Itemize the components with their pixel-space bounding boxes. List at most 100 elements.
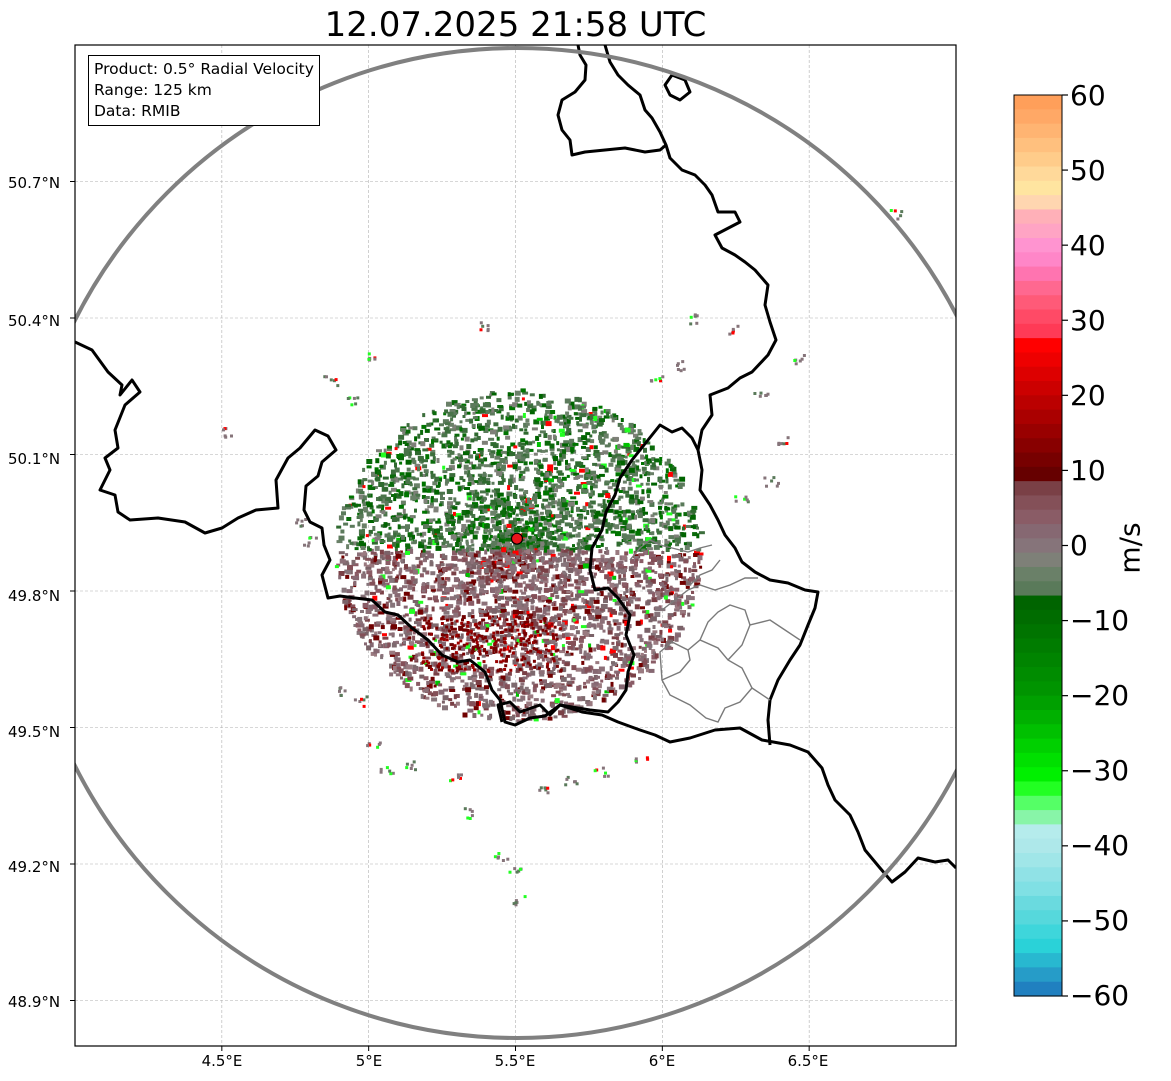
- colorbar-segment: [1014, 109, 1062, 125]
- border-belgium-france-north: [75, 340, 956, 884]
- colorbar-segment: [1014, 452, 1062, 468]
- lat-tick-label: 49.8°N: [8, 587, 61, 605]
- colorbar-segment: [1014, 238, 1062, 253]
- region-borders: [629, 539, 801, 723]
- colorbar-segment: [1014, 924, 1062, 940]
- colorbar-segment: [1014, 981, 1062, 997]
- colorbar-segment: [1014, 137, 1062, 153]
- colorbar-segment: [1014, 438, 1062, 454]
- lat-tick-label: 48.9°N: [8, 993, 61, 1011]
- colorbar-segment: [1014, 552, 1062, 568]
- colorbar-segment: [1014, 481, 1062, 497]
- colorbar-tick-label: −60: [1070, 979, 1130, 1012]
- colorbar-segment: [1014, 767, 1062, 783]
- range-label: Range: 125 km: [94, 81, 212, 99]
- colorbar-segment: [1014, 223, 1062, 239]
- colorbar-segment: [1014, 910, 1062, 926]
- colorbar-tick-label: −50: [1070, 904, 1130, 937]
- colorbar-segment: [1014, 209, 1062, 225]
- lat-tick-label: 49.2°N: [8, 858, 61, 876]
- gridlines: [70, 45, 956, 1051]
- border-belgium-luxembourg-germany: [559, 423, 820, 746]
- colorbar-segment: [1014, 309, 1062, 325]
- lat-tick-label: 49.5°N: [8, 723, 61, 741]
- map-title: 12.07.2025 21:58 UTC: [324, 5, 707, 45]
- colorbar-segment: [1014, 652, 1062, 668]
- lat-tick-label: 50.1°N: [8, 450, 61, 468]
- lon-tick-label: 5°E: [355, 1052, 383, 1070]
- colorbar-segment: [1014, 824, 1062, 840]
- colorbar-segment: [1014, 709, 1062, 725]
- colorbar-segment: [1014, 495, 1062, 511]
- colorbar-tick-label: 50: [1070, 154, 1106, 187]
- colorbar-tick-label: 0: [1070, 529, 1088, 562]
- colorbar-segment: [1014, 595, 1062, 611]
- colorbar-segment: [1014, 366, 1062, 382]
- lon-tick-label: 6°E: [648, 1052, 676, 1070]
- colorbar-segment: [1014, 280, 1062, 296]
- colorbar-tick-marks: [1062, 94, 1068, 997]
- colorbar-segment: [1014, 266, 1062, 282]
- source-label: Data: RMIB: [94, 102, 181, 120]
- colorbar-tick-label: −20: [1070, 679, 1130, 712]
- colorbar-segment: [1014, 381, 1062, 396]
- radar-echoes: [222, 209, 904, 907]
- lon-tick-label: 4.5°E: [201, 1052, 243, 1070]
- colorbar-tick-label: −10: [1070, 604, 1130, 637]
- colorbar-segment: [1014, 195, 1062, 211]
- colorbar-segment: [1014, 538, 1062, 554]
- colorbar-segment: [1014, 524, 1062, 539]
- colorbar-segment: [1014, 681, 1062, 697]
- colorbar-segment: [1014, 352, 1062, 368]
- radar-range-ring: [75, 46, 956, 1040]
- colorbar-segment: [1014, 895, 1062, 911]
- lon-tick-label: 6.5°E: [787, 1052, 829, 1070]
- colorbar-segment: [1014, 581, 1062, 597]
- colorbar-tick-label: −30: [1070, 754, 1130, 787]
- colorbar: [1013, 94, 1063, 997]
- colorbar-tick-label: 60: [1070, 79, 1106, 112]
- colorbar-segment: [1014, 667, 1062, 682]
- map-frame: [74, 44, 957, 1047]
- lon-tick-label: 5.5°E: [494, 1052, 536, 1070]
- colorbar-tick-label: 20: [1070, 379, 1106, 412]
- colorbar-segment: [1014, 409, 1062, 425]
- colorbar-segment: [1014, 323, 1062, 339]
- colorbar-segment: [1014, 295, 1062, 311]
- colorbar-unit-label: m/s: [1113, 522, 1147, 574]
- colorbar-tick-label: 40: [1070, 229, 1106, 262]
- lat-tick-label: 50.7°N: [8, 174, 61, 192]
- colorbar-segment: [1014, 338, 1062, 354]
- colorbar-segment: [1014, 95, 1062, 110]
- border-germany-netherlands-east: [603, 45, 778, 451]
- colorbar-tick-label: 10: [1070, 454, 1106, 487]
- colorbar-segment: [1014, 695, 1062, 711]
- border-germany-northeast: [663, 73, 692, 102]
- colorbar-segment: [1014, 509, 1062, 525]
- colorbar-segment: [1014, 838, 1062, 854]
- colorbar-segment: [1014, 724, 1062, 740]
- colorbar-segment: [1014, 395, 1062, 411]
- colorbar-segment: [1014, 180, 1062, 196]
- colorbar-segment: [1014, 152, 1062, 168]
- colorbar-tick-label: 30: [1070, 304, 1106, 337]
- radar-site-marker: [510, 532, 524, 545]
- colorbar-segment: [1014, 738, 1062, 754]
- colorbar-segment: [1014, 781, 1062, 797]
- colorbar-segment: [1014, 953, 1062, 968]
- colorbar-segment: [1014, 609, 1062, 625]
- colorbar-segment: [1014, 795, 1062, 811]
- colorbar-segment: [1014, 881, 1062, 897]
- product-info-box: Product: 0.5° Radial Velocity Range: 125…: [88, 55, 320, 126]
- border-netherlands-limburg: [556, 45, 667, 157]
- lat-tick-label: 50.4°N: [8, 312, 61, 330]
- colorbar-segment: [1014, 938, 1062, 954]
- colorbar-segment: [1014, 810, 1062, 825]
- colorbar-segment: [1014, 166, 1062, 182]
- colorbar-segment: [1014, 624, 1062, 640]
- colorbar-segment: [1014, 123, 1062, 139]
- colorbar-segment: [1014, 252, 1062, 268]
- colorbar-segment: [1014, 752, 1062, 768]
- colorbar-segment: [1014, 638, 1062, 654]
